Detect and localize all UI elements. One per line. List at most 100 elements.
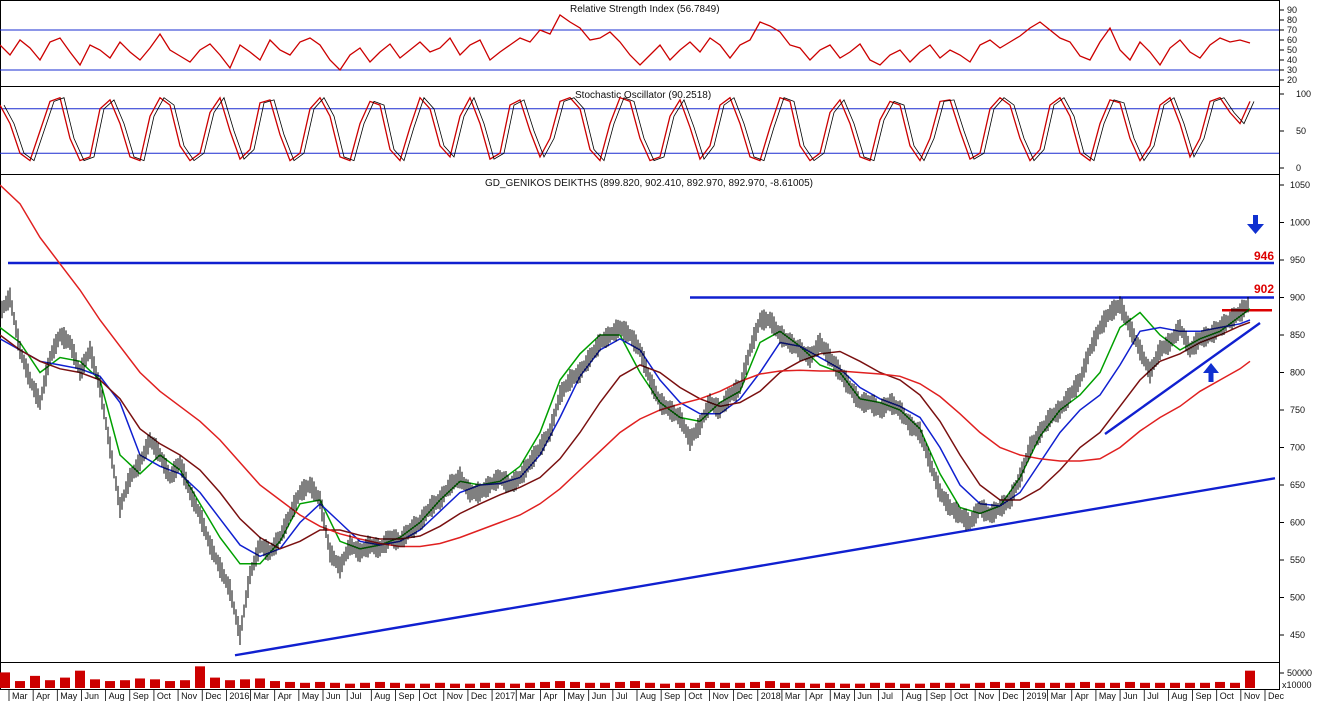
volume-bar (645, 682, 655, 688)
annotations: 946 902 (1254, 249, 1274, 296)
volume-unit-label: x10000 (1282, 680, 1312, 690)
volume-bar (570, 681, 580, 688)
x-tick-label: Nov (978, 691, 995, 701)
stochastic-tick-label: 100 (1296, 89, 1311, 99)
volume-bar (690, 682, 700, 688)
volume-bar (180, 680, 190, 688)
volume-bar (990, 681, 1000, 688)
volume-bar (600, 682, 610, 688)
x-tick-label: Nov (447, 691, 464, 701)
volume-bar (450, 683, 460, 688)
x-tick-label: Dec (737, 691, 754, 701)
volume-bar (975, 682, 985, 688)
price-level-label: 902 (1254, 282, 1274, 296)
volume-bar (945, 682, 955, 688)
x-tick-label: Apr (278, 691, 292, 701)
x-tick-label: Oct (157, 691, 172, 701)
volume-bar (330, 682, 340, 688)
x-tick-label: Mar (254, 691, 270, 701)
volume-bar (1245, 670, 1255, 688)
volume-bar (300, 682, 310, 688)
volume-bar (510, 683, 520, 688)
volume-bar (1230, 682, 1240, 688)
x-tick-label: Dec (205, 691, 222, 701)
x-tick-label: Jun (857, 691, 872, 701)
volume-bar (435, 682, 445, 688)
price-tick-label: 750 (1290, 405, 1305, 415)
rsi-title: Relative Strength Index (56.7849) (570, 4, 720, 15)
axes: 9080706050403020100500105010009509008508… (8, 5, 1312, 701)
trend-line (1104, 322, 1261, 435)
volume-bar (315, 681, 325, 688)
volume-bar (855, 683, 865, 688)
volume-bar (960, 683, 970, 688)
volume-bar (105, 681, 115, 688)
x-tick-label: Dec (471, 691, 488, 701)
volume-bar (1125, 681, 1135, 688)
rsi-tick-label: 50 (1287, 45, 1297, 55)
volume-bar (165, 681, 175, 688)
volume-bar (735, 682, 745, 688)
x-tick-label: Aug (640, 691, 656, 701)
volume-bar (120, 680, 130, 688)
volume-bar (360, 682, 370, 688)
x-tick-label: Mar (519, 691, 535, 701)
x-tick-label: Mar (785, 691, 801, 701)
volume-bar (405, 683, 415, 688)
rsi-tick-label: 20 (1287, 75, 1297, 85)
volume-bar (705, 681, 715, 688)
x-tick-label: Mar (12, 691, 28, 701)
volume-bar (375, 681, 385, 688)
x-tick-label: 2019 (1026, 691, 1046, 701)
volume-bar (150, 679, 160, 688)
volume-bar (1035, 682, 1045, 688)
volume-bar (915, 683, 925, 688)
stochastic-signal-line (3, 96, 1255, 162)
volume-bar (930, 682, 940, 688)
ma-blue-line (0, 319, 1251, 558)
stochastic-title: Stochastic Oscillator (90.2518) (575, 90, 711, 101)
volume-bar (45, 680, 55, 688)
price-tick-label: 550 (1290, 555, 1305, 565)
volume-bar (15, 681, 25, 688)
volume-bar (585, 682, 595, 688)
x-tick-label: Jun (326, 691, 341, 701)
volume-bar (555, 681, 565, 688)
x-tick-label: Dec (1002, 691, 1019, 701)
x-tick-label: May (568, 691, 586, 701)
stochastic-series (0, 96, 1279, 162)
price-tick-label: 500 (1290, 593, 1305, 603)
volume-bar (1185, 682, 1195, 688)
price-tick-label: 800 (1290, 368, 1305, 378)
x-tick-label: 2017 (495, 691, 515, 701)
x-tick-label: Jul (350, 691, 362, 701)
x-tick-label: Apr (543, 691, 557, 701)
volume-bar (480, 682, 490, 688)
stochastic-tick-label: 0 (1296, 163, 1301, 173)
price-tick-label: 950 (1290, 255, 1305, 265)
price-tick-label: 1050 (1290, 180, 1310, 190)
price-level-label: 946 (1254, 249, 1274, 263)
price-tick-label: 650 (1290, 480, 1305, 490)
volume-bar (1080, 681, 1090, 688)
ma-brown-line (0, 321, 1251, 550)
price-tick-label: 900 (1290, 293, 1305, 303)
ma-red-line (0, 184, 1251, 548)
volume-bar (825, 682, 835, 688)
rsi-tick-label: 30 (1287, 65, 1297, 75)
x-tick-label: Mar (1051, 691, 1067, 701)
x-tick-label: Apr (809, 691, 823, 701)
rsi-tick-label: 40 (1287, 55, 1297, 65)
stochastic-line (0, 96, 1251, 162)
x-tick-label: Jul (1147, 691, 1159, 701)
x-tick-label: May (1099, 691, 1117, 701)
volume-bar (75, 670, 85, 688)
x-tick-label: Sep (930, 691, 946, 701)
x-tick-label: Nov (712, 691, 729, 701)
volume-tick-label: 50000 (1287, 668, 1312, 678)
x-tick-label: Aug (906, 691, 922, 701)
trend-line (234, 477, 1276, 657)
x-tick-label: Sep (1196, 691, 1212, 701)
x-tick-label: Oct (1220, 691, 1235, 701)
volume-bar (795, 682, 805, 688)
